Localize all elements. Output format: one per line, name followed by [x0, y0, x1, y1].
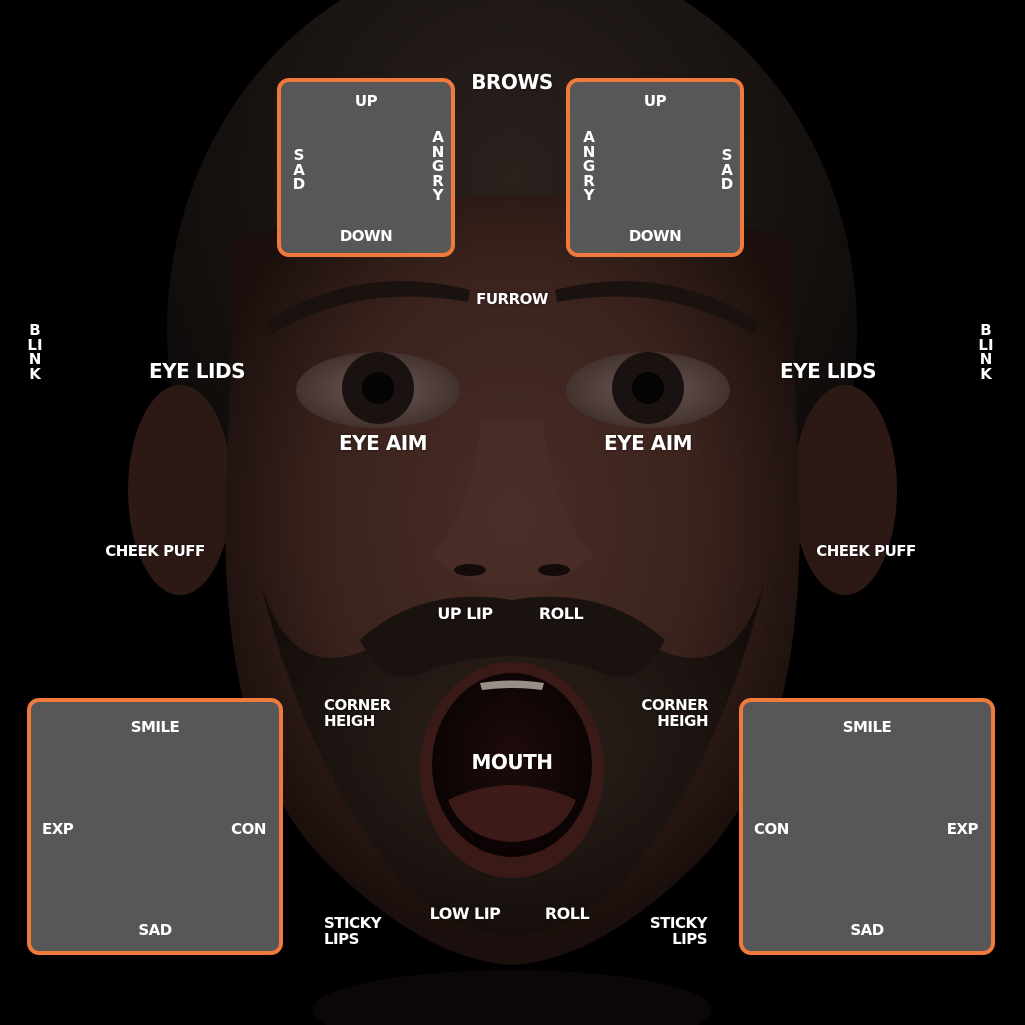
- left-nostril: [454, 564, 486, 576]
- mustache-shape: [360, 596, 665, 677]
- brow-right-down-label: DOWN: [628, 227, 682, 245]
- brow-right-control-panel[interactable]: UP DOWN ANGRY SAD: [566, 78, 744, 257]
- corner-height-right-line1: CORNER: [641, 696, 708, 714]
- sticky-lips-right-label[interactable]: STICKY LIPS: [636, 914, 708, 948]
- corner-height-left-line1: CORNER: [324, 696, 391, 714]
- brow-right-control-handle[interactable]: [584, 96, 726, 239]
- mouth-left-control-panel[interactable]: SMILE SAD EXP CON: [27, 698, 283, 955]
- left-ear: [128, 385, 232, 595]
- mouth-right-control-panel[interactable]: SMILE SAD CON EXP: [739, 698, 995, 955]
- corner-height-right-line2: HEIGH: [657, 712, 708, 730]
- mouth-right-exp-label: EXP: [946, 820, 979, 838]
- sticky-lips-left-label[interactable]: STICKY LIPS: [324, 914, 382, 948]
- tongue: [448, 785, 576, 842]
- mouth-left-smile-label: SMILE: [130, 718, 180, 736]
- brow-left-angry-label: ANGRY: [431, 128, 445, 204]
- left-eyebrow: [265, 281, 470, 334]
- corner-height-right-label[interactable]: CORNER HEIGH: [638, 697, 708, 729]
- mouth-title: MOUTH: [471, 750, 553, 774]
- mouth-left-con-label: CON: [231, 820, 266, 838]
- low-lip-roll-label[interactable]: ROLL: [544, 904, 590, 923]
- blink-left-label[interactable]: BLINK: [27, 321, 43, 383]
- brow-left-control-panel[interactable]: UP DOWN SAD ANGRY: [277, 78, 455, 257]
- upper-teeth: [480, 680, 544, 690]
- mouth-right-sad-label: SAD: [850, 921, 884, 939]
- left-pupil: [362, 372, 394, 404]
- right-ear: [793, 385, 897, 595]
- sticky-lips-right-line2: LIPS: [672, 930, 707, 948]
- brows-title: BROWS: [471, 70, 553, 94]
- sticky-lips-left-line2: LIPS: [324, 930, 359, 948]
- sticky-lips-left-line1: STICKY: [324, 914, 382, 932]
- eye-aim-left-label[interactable]: EYE AIM: [338, 431, 428, 455]
- up-lip-roll-label[interactable]: ROLL: [538, 604, 584, 623]
- cheek-puff-right-label[interactable]: CHEEK PUFF: [816, 542, 916, 560]
- brow-left-sad-label: SAD: [292, 146, 306, 193]
- mouth-right-con-label: CON: [754, 820, 789, 838]
- brow-right-up-label: UP: [643, 92, 667, 110]
- eye-lids-right-label[interactable]: EYE LIDS: [780, 359, 876, 383]
- corner-height-left-line2: HEIGH: [324, 712, 375, 730]
- brow-left-control-handle[interactable]: [295, 96, 437, 239]
- furrow-control-label[interactable]: FURROW: [476, 290, 548, 308]
- eye-lids-left-label[interactable]: EYE LIDS: [149, 359, 245, 383]
- sticky-lips-right-line1: STICKY: [649, 914, 708, 932]
- mouth-left-sad-label: SAD: [138, 921, 172, 939]
- mouth-right-control-handle[interactable]: [757, 716, 977, 937]
- up-lip-control-label[interactable]: UP LIP: [437, 604, 493, 623]
- mouth-right-smile-label: SMILE: [842, 718, 892, 736]
- neck-shadow: [312, 970, 712, 1025]
- blink-right-label[interactable]: BLINK: [978, 321, 994, 383]
- eye-aim-right-label[interactable]: EYE AIM: [603, 431, 693, 455]
- nose-shape: [430, 420, 594, 586]
- right-eyebrow: [555, 281, 760, 334]
- right-nostril: [538, 564, 570, 576]
- brow-left-down-label: DOWN: [339, 227, 393, 245]
- brow-left-up-label: UP: [354, 92, 378, 110]
- mouth-left-exp-label: EXP: [42, 820, 74, 838]
- right-pupil: [632, 372, 664, 404]
- cheek-puff-left-label[interactable]: CHEEK PUFF: [105, 542, 205, 560]
- low-lip-control-label[interactable]: LOW LIP: [429, 904, 501, 923]
- brow-right-sad-label: SAD: [720, 146, 734, 193]
- brow-right-angry-label: ANGRY: [582, 128, 596, 204]
- corner-height-left-label[interactable]: CORNER HEIGH: [324, 697, 391, 729]
